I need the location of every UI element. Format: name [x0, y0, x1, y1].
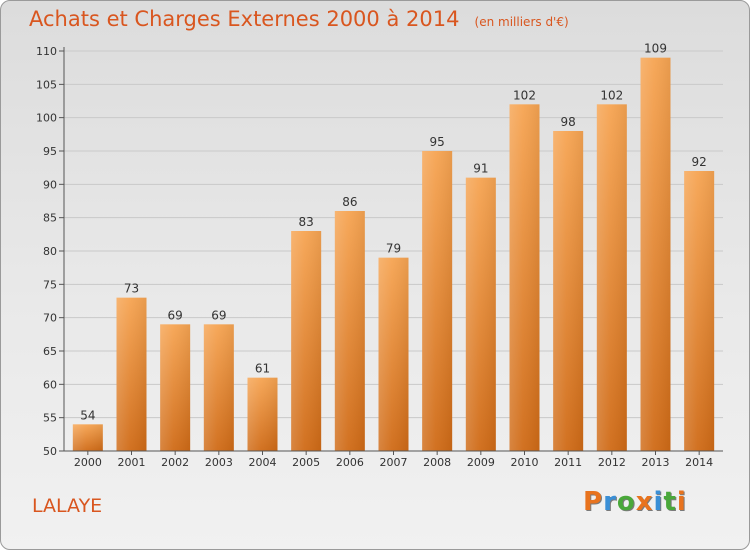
bar-shine: [596, 104, 627, 451]
bar-shine: [334, 211, 365, 451]
value-label: 91: [473, 162, 488, 176]
value-label: 102: [513, 88, 536, 102]
x-tick-label: 2001: [118, 456, 146, 469]
y-tick-label: 80: [43, 245, 57, 258]
value-label: 86: [342, 195, 357, 209]
bars: [72, 57, 715, 452]
logo-letter: t: [663, 487, 677, 517]
logo-letter: i: [676, 487, 687, 517]
title-row: Achats et Charges Externes 2000 à 2014 (…: [29, 7, 569, 31]
axes: [59, 47, 723, 455]
value-label: 102: [600, 88, 623, 102]
x-tick-label: 2011: [554, 456, 582, 469]
y-tick-label: 100: [36, 112, 57, 125]
y-tick-label: 110: [36, 45, 57, 58]
y-tick-label: 70: [43, 312, 57, 325]
x-tick-label: 2002: [161, 456, 189, 469]
bar-shine: [640, 57, 671, 452]
value-label: 69: [168, 308, 183, 322]
y-tick-label: 105: [36, 78, 57, 91]
bar-shine: [509, 104, 540, 451]
x-tick-label: 2003: [205, 456, 233, 469]
y-tick-label: 65: [43, 345, 57, 358]
x-tick-label: 2010: [511, 456, 539, 469]
bar-shine: [422, 151, 453, 451]
bar-shine: [72, 424, 103, 451]
value-label: 95: [430, 135, 445, 149]
value-label: 73: [124, 282, 139, 296]
x-tick-label: 2014: [685, 456, 713, 469]
y-tick-label: 75: [43, 278, 57, 291]
y-tick-label: 95: [43, 145, 57, 158]
value-label: 83: [299, 215, 314, 229]
logo-letter: i: [653, 487, 664, 517]
y-tick-label: 90: [43, 178, 57, 191]
x-tick-label: 2013: [642, 456, 670, 469]
labels: 50 55 60 65 70 75 80 85 90 95 100 105 110 2000 54 2001 7…: [36, 42, 713, 469]
x-tick-label: 2006: [336, 456, 364, 469]
value-label: 69: [211, 308, 226, 322]
x-tick-label: 2008: [423, 456, 451, 469]
logo-letter: o: [616, 487, 636, 517]
x-tick-label: 2009: [467, 456, 495, 469]
x-tick-label: 2007: [380, 456, 408, 469]
y-tick-label: 85: [43, 212, 57, 225]
bar-shine: [291, 231, 322, 451]
value-label: 92: [692, 155, 707, 169]
chart-subtitle: (en milliers d'€): [474, 15, 569, 29]
x-tick-label: 2000: [74, 456, 102, 469]
y-tick-label: 50: [43, 445, 57, 458]
chart-title: Achats et Charges Externes 2000 à 2014: [29, 7, 460, 31]
bar-shine: [378, 257, 409, 451]
value-label: 98: [561, 115, 576, 129]
value-label: 109: [644, 42, 667, 56]
proxiti-logo[interactable]: Proxiti: [583, 487, 687, 517]
bar-shine: [203, 324, 234, 451]
bar-shine: [247, 377, 278, 451]
value-label: 79: [386, 242, 401, 256]
y-tick-label: 55: [43, 412, 57, 425]
bar-shine: [553, 131, 584, 451]
y-tick-label: 60: [43, 378, 57, 391]
value-label: 54: [80, 408, 95, 422]
logo-letter: r: [603, 487, 617, 517]
x-tick-label: 2005: [292, 456, 320, 469]
commune-name: LALAYE: [32, 495, 103, 517]
x-tick-label: 2004: [249, 456, 277, 469]
bar-shine: [116, 297, 147, 451]
logo-letter: P: [583, 487, 604, 517]
bar-shine: [465, 177, 496, 451]
value-label: 61: [255, 362, 270, 376]
bar-shine: [160, 324, 191, 451]
logo-letter: x: [635, 487, 654, 517]
bar-shine: [684, 171, 715, 451]
x-tick-label: 2012: [598, 456, 626, 469]
